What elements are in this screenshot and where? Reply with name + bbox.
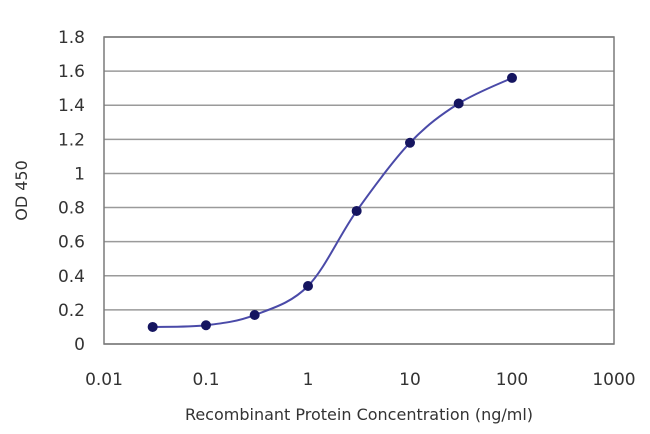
y-tick-label: 0 bbox=[74, 335, 85, 355]
series-line bbox=[152, 77, 513, 328]
data-point bbox=[201, 320, 211, 331]
y-tick-label: 1.4 bbox=[58, 96, 85, 116]
x-tick-label: 1 bbox=[303, 370, 314, 390]
x-axis-title: Recombinant Protein Concentration (ng/ml… bbox=[185, 405, 533, 424]
x-tick-label: 100 bbox=[496, 370, 528, 390]
data-point bbox=[303, 281, 313, 292]
y-tick-label: 1.6 bbox=[58, 62, 85, 82]
data-point bbox=[351, 205, 362, 216]
series bbox=[147, 72, 517, 332]
data-point bbox=[147, 321, 158, 332]
y-tick-label: 1 bbox=[74, 164, 85, 184]
y-tick-label: 0.2 bbox=[58, 301, 85, 321]
data-point bbox=[249, 310, 260, 321]
y-tick-label: 0.4 bbox=[58, 267, 85, 287]
grid-lines bbox=[104, 36, 614, 345]
data-point bbox=[405, 137, 415, 148]
x-tick-label: 0.01 bbox=[85, 370, 123, 390]
x-tick-label: 0.1 bbox=[192, 370, 219, 390]
data-point bbox=[453, 98, 464, 109]
x-tick-label: 10 bbox=[399, 370, 421, 390]
data-point bbox=[507, 72, 517, 83]
y-axis-title: OD 450 bbox=[12, 160, 31, 221]
y-tick-label: 0.6 bbox=[58, 233, 85, 253]
plot-frame bbox=[103, 36, 615, 345]
y-tick-labels: 0 0.2 0.4 0.6 0.8 1 1.2 1.4 1.6 1.8 bbox=[58, 28, 85, 355]
y-tick-label: 1.2 bbox=[58, 130, 85, 150]
x-tick-label: 1000 bbox=[592, 370, 635, 390]
y-tick-label: 0.8 bbox=[58, 199, 85, 219]
x-tick-labels: 0.01 0.1 1 10 100 1000 bbox=[85, 370, 636, 390]
y-tick-label: 1.8 bbox=[58, 28, 85, 48]
